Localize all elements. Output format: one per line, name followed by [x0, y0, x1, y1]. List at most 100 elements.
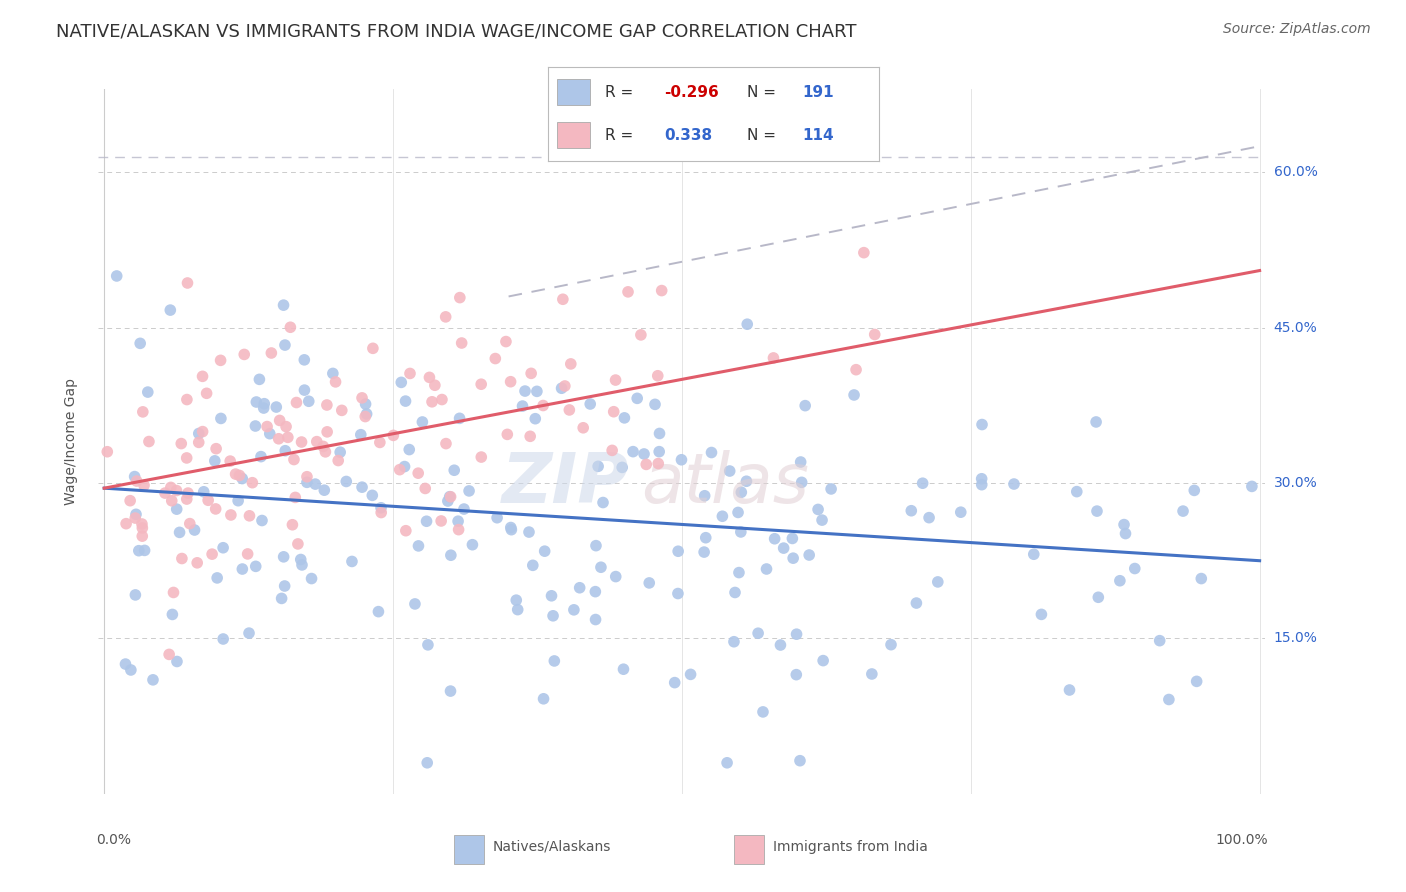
- Point: [592, 495, 614, 509]
- Point: [1149, 633, 1171, 648]
- Point: [612, 460, 634, 475]
- Point: [340, 554, 363, 568]
- Point: [115, 516, 138, 531]
- Point: [238, 626, 260, 640]
- Point: [166, 655, 188, 669]
- Point: [298, 394, 321, 409]
- Point: [176, 392, 198, 407]
- Point: [718, 464, 741, 478]
- Point: [562, 603, 585, 617]
- Point: [183, 523, 205, 537]
- Point: [388, 463, 411, 477]
- Point: [205, 442, 228, 456]
- Point: [505, 593, 527, 607]
- Point: [205, 571, 228, 585]
- Point: [533, 544, 555, 558]
- Point: [245, 559, 267, 574]
- Point: [747, 626, 769, 640]
- Text: Source: ZipAtlas.com: Source: ZipAtlas.com: [1223, 22, 1371, 37]
- Point: [335, 475, 357, 489]
- Point: [132, 405, 155, 419]
- Point: [416, 756, 439, 770]
- Point: [315, 398, 337, 412]
- Point: [820, 482, 842, 496]
- Point: [395, 524, 418, 538]
- Point: [437, 494, 460, 508]
- Point: [782, 551, 804, 566]
- Point: [799, 548, 821, 562]
- Point: [501, 523, 523, 537]
- Point: [204, 502, 226, 516]
- Point: [114, 657, 136, 671]
- Point: [305, 434, 328, 449]
- Point: [291, 558, 314, 572]
- Point: [295, 469, 318, 483]
- Point: [295, 475, 318, 490]
- Point: [470, 377, 492, 392]
- Point: [633, 447, 655, 461]
- Point: [96, 444, 118, 458]
- Point: [153, 486, 176, 500]
- Point: [231, 562, 253, 576]
- Point: [1240, 479, 1263, 493]
- Point: [1109, 574, 1132, 588]
- Y-axis label: Wage/Income Gap: Wage/Income Gap: [63, 378, 77, 505]
- Text: N =: N =: [747, 85, 780, 100]
- Point: [406, 466, 429, 480]
- Point: [292, 352, 315, 367]
- Point: [187, 435, 209, 450]
- Point: [453, 502, 475, 516]
- Point: [769, 638, 792, 652]
- Point: [219, 454, 242, 468]
- Point: [430, 392, 453, 407]
- Point: [1085, 415, 1108, 429]
- Point: [1182, 483, 1205, 498]
- Point: [449, 411, 471, 425]
- Point: [304, 477, 326, 491]
- Point: [568, 581, 591, 595]
- Text: 60.0%: 60.0%: [1274, 165, 1317, 179]
- Point: [1085, 504, 1108, 518]
- Point: [785, 667, 807, 681]
- Point: [613, 410, 636, 425]
- Point: [354, 397, 377, 411]
- Point: [585, 613, 607, 627]
- FancyBboxPatch shape: [734, 835, 763, 864]
- Point: [361, 341, 384, 355]
- Point: [1087, 591, 1109, 605]
- Point: [124, 511, 146, 525]
- Point: [273, 579, 295, 593]
- Point: [900, 504, 922, 518]
- Point: [285, 395, 308, 409]
- Point: [170, 551, 193, 566]
- Point: [1123, 561, 1146, 575]
- Point: [524, 411, 547, 425]
- Point: [1114, 526, 1136, 541]
- Point: [927, 574, 949, 589]
- Point: [389, 376, 412, 390]
- Point: [506, 602, 529, 616]
- Point: [166, 483, 188, 498]
- Point: [356, 407, 378, 421]
- Point: [350, 427, 373, 442]
- Point: [735, 317, 758, 331]
- Point: [644, 397, 666, 411]
- Point: [693, 489, 716, 503]
- Point: [807, 502, 830, 516]
- Point: [134, 543, 156, 558]
- Point: [247, 372, 270, 386]
- Point: [728, 566, 751, 580]
- Point: [166, 502, 188, 516]
- Point: [273, 298, 295, 312]
- Point: [225, 467, 247, 482]
- Point: [394, 394, 416, 409]
- Point: [517, 524, 540, 539]
- Point: [314, 445, 336, 459]
- Point: [811, 513, 834, 527]
- Point: [439, 490, 461, 504]
- FancyBboxPatch shape: [454, 835, 484, 864]
- Point: [1066, 484, 1088, 499]
- Point: [526, 384, 548, 399]
- Point: [367, 605, 389, 619]
- Point: [179, 516, 201, 531]
